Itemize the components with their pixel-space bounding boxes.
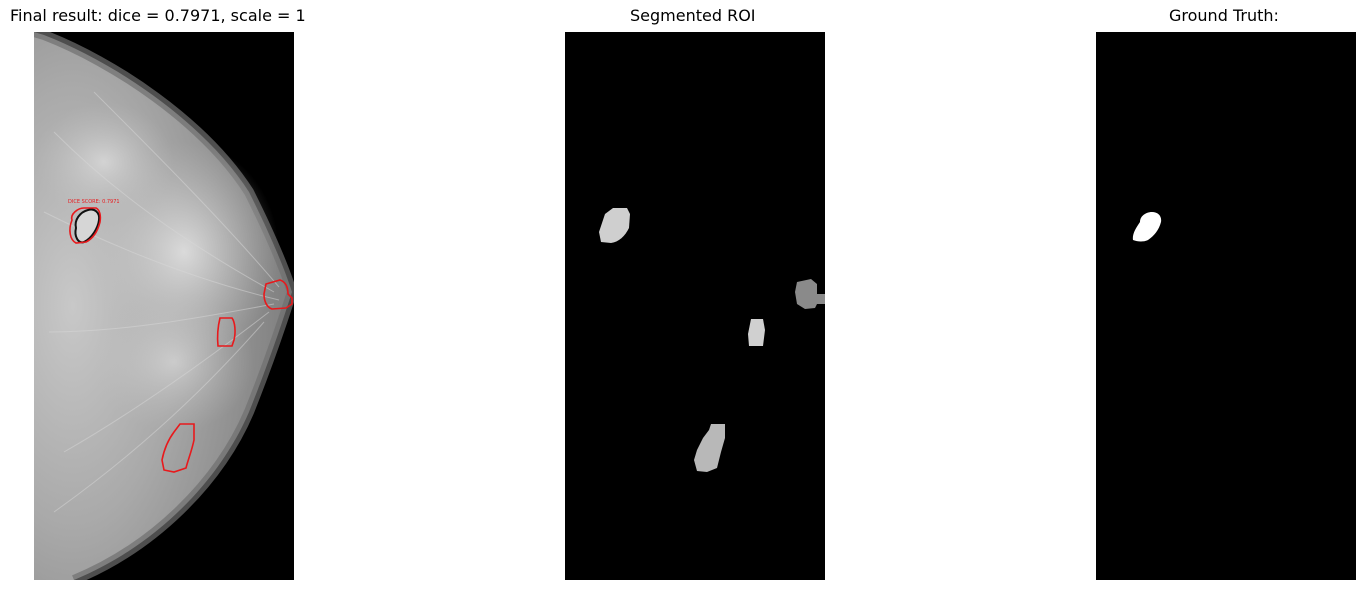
- roi-blob-3: [748, 319, 765, 346]
- segmented-title: Segmented ROI: [630, 6, 756, 25]
- ground-truth-mask: [1132, 212, 1162, 242]
- contour-2: [263, 279, 293, 310]
- roi-blob-2: [795, 279, 825, 309]
- dice-annotation: DICE SCORE: 0.7971: [68, 199, 120, 205]
- ground-truth-title: Ground Truth:: [1169, 6, 1279, 25]
- ground-truth-svg: [1132, 212, 1162, 242]
- overlay-image: DICE SCORE: 0.7971: [34, 32, 294, 580]
- contour-4: [161, 423, 195, 473]
- mammogram-svg: DICE SCORE: 0.7971: [34, 32, 294, 580]
- segmented-svg: [599, 208, 825, 472]
- overlay-title: Final result: dice = 0.7971, scale = 1: [10, 6, 306, 25]
- ground-truth-image: [1096, 32, 1356, 580]
- contour-3: [216, 317, 236, 347]
- segmented-image: [565, 32, 825, 580]
- roi-blob-4: [694, 424, 725, 472]
- ground-truth-region: [74, 208, 101, 244]
- contour-1: [69, 207, 102, 244]
- roi-blob-1: [599, 208, 630, 243]
